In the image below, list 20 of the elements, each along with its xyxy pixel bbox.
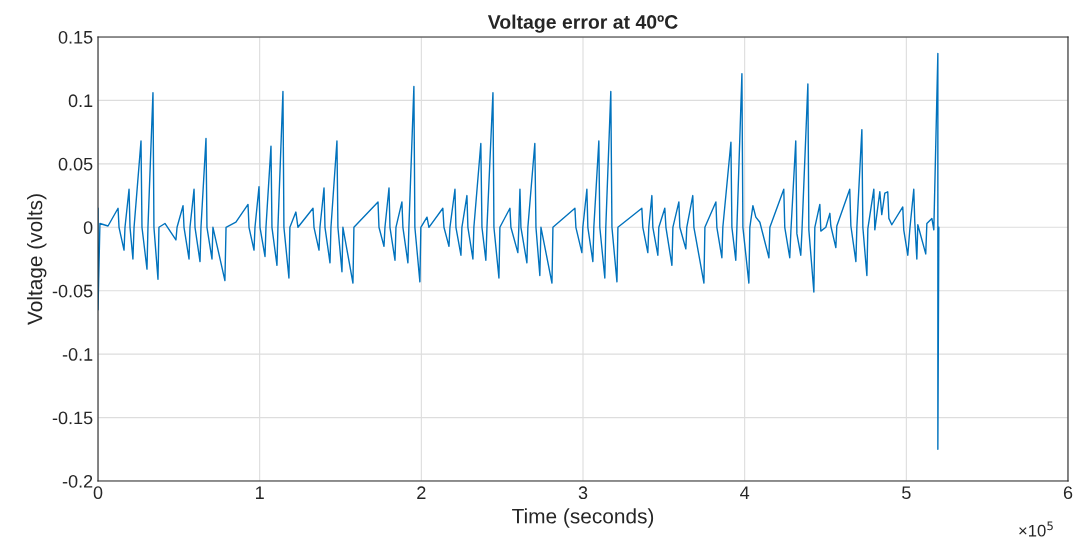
y-axis-title: Voltage (volts) — [27, 194, 47, 325]
x-axis-title: Time (seconds) — [512, 508, 654, 528]
y-tick-label: -0.15 — [52, 411, 93, 425]
y-tick-label: 0.1 — [68, 94, 93, 108]
y-tick-label: 0.05 — [58, 157, 93, 171]
x-tick-label: 3 — [578, 486, 588, 500]
y-tick-label: -0.1 — [62, 348, 93, 361]
text: ×10$^{5}$ — [1019, 521, 1053, 537]
x-tick-label: 6 — [1063, 486, 1073, 500]
line-series — [98, 52, 940, 450]
x-tick-label: 1 — [256, 486, 264, 499]
y-tick-label: -0.2 — [62, 474, 93, 488]
x-tick-label: 4 — [740, 486, 750, 499]
chart-title: Voltage error at 40ºC — [487, 14, 678, 33]
x-tick-label: 2 — [417, 486, 426, 499]
x-tick-label: 5 — [902, 486, 911, 500]
y-tick-label: -0.05 — [52, 284, 93, 298]
y-tick-label: 0.15 — [58, 30, 93, 44]
y-tick-label: 0 — [83, 221, 93, 235]
x-tick-label: 0 — [93, 486, 103, 500]
